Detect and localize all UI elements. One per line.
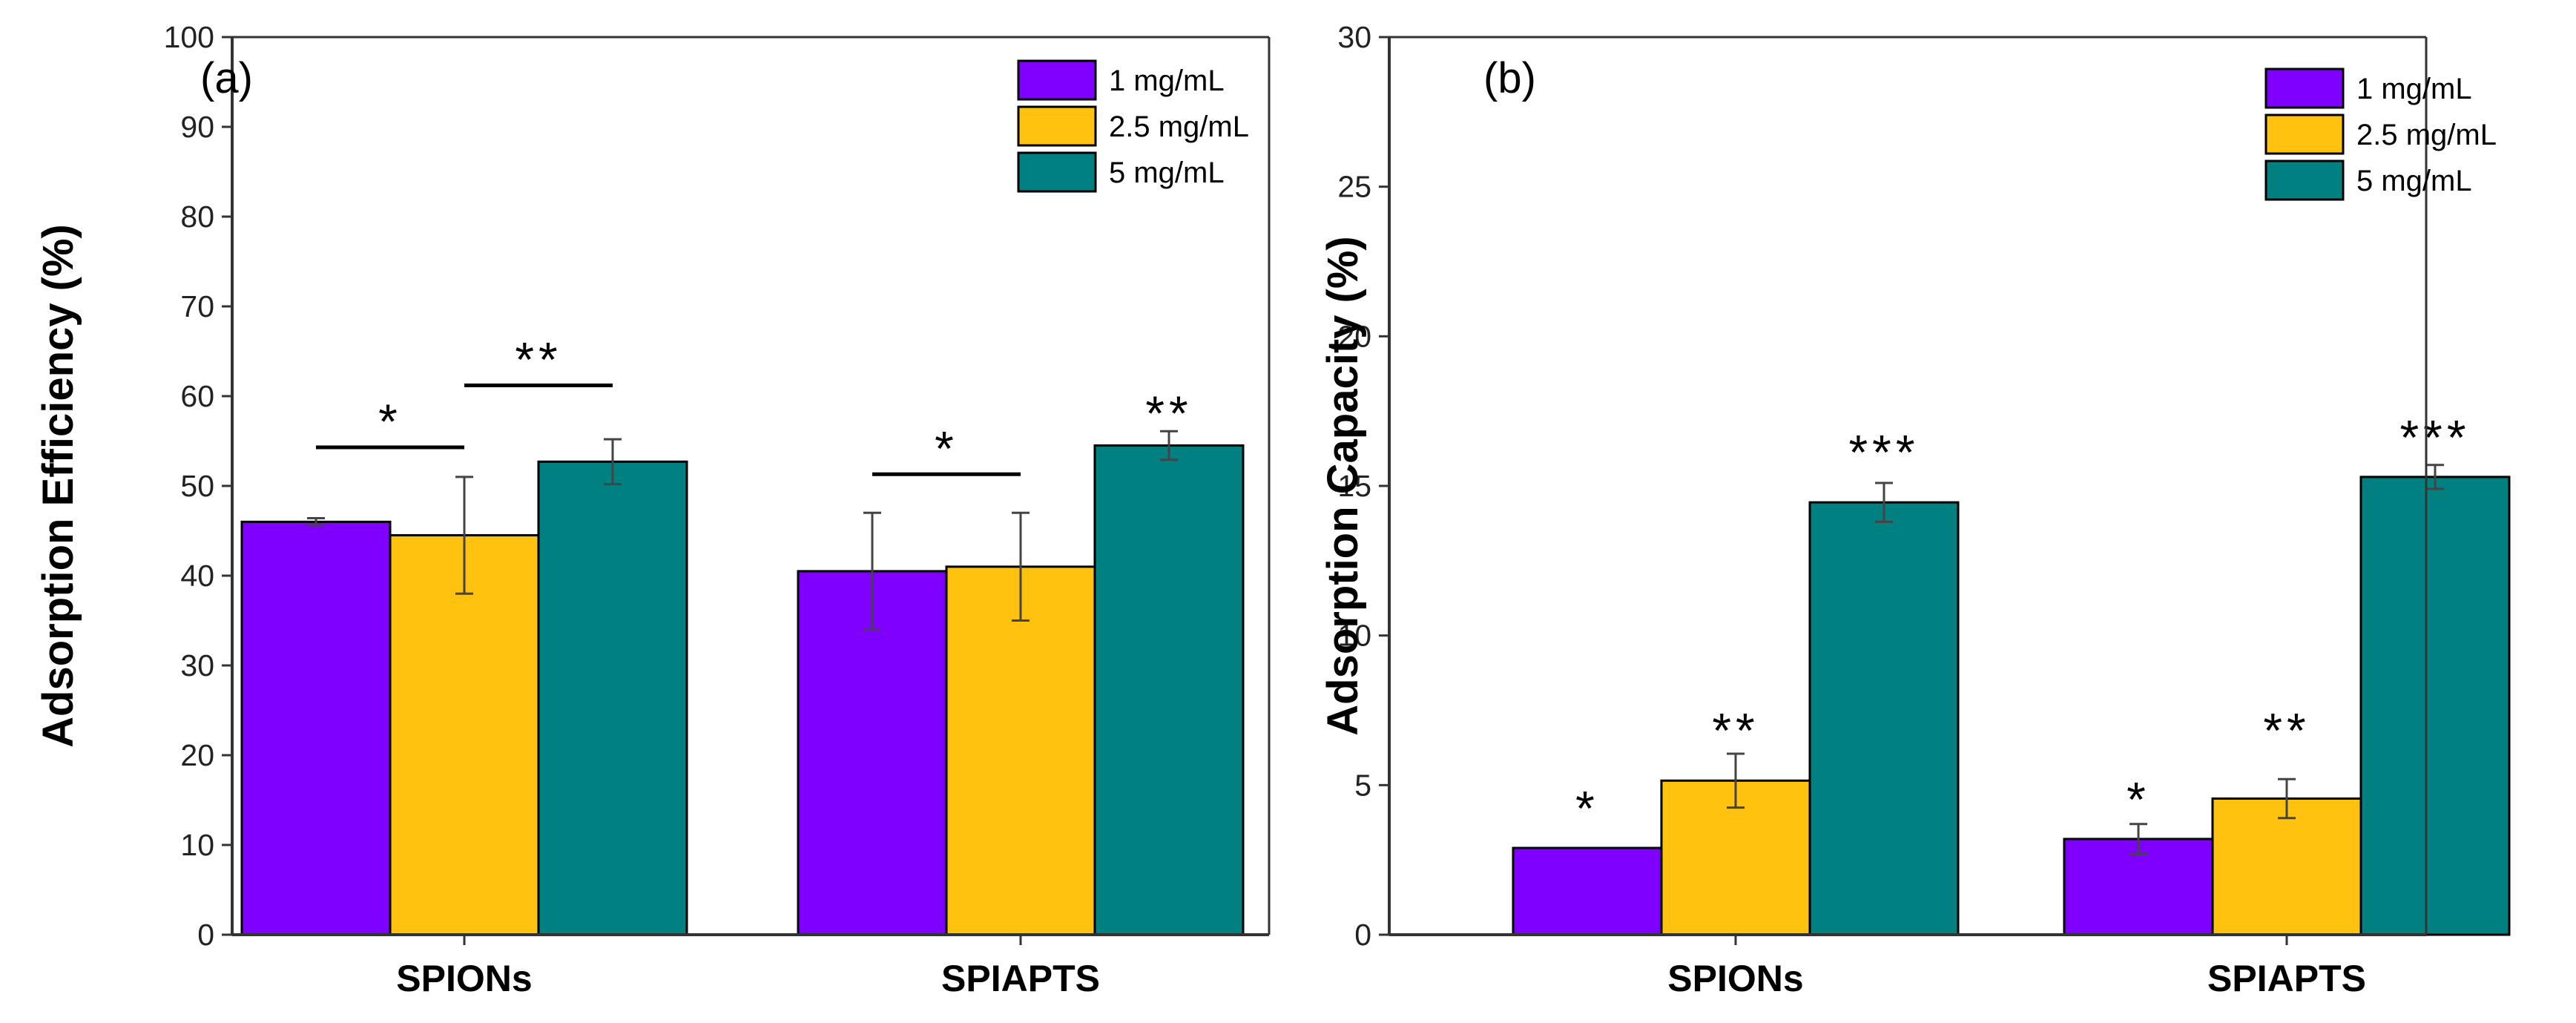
y-tick-label: 10	[180, 828, 214, 862]
y-tick-label: 0	[197, 918, 214, 952]
y-axis-title: Adsorption Efficiency (%)	[34, 224, 82, 748]
y-tick-label: 40	[180, 559, 214, 593]
bar-spions-series-1	[389, 534, 540, 936]
y-tick-label: 30	[1337, 20, 1371, 54]
bar-spiapts-series-1	[2211, 797, 2362, 936]
y-tick-label: 20	[180, 738, 214, 772]
significance-marker: *	[935, 421, 958, 476]
significance-marker: ***	[2399, 409, 2470, 464]
legend-swatch-series-0	[2264, 68, 2345, 109]
significance-marker: **	[1145, 386, 1192, 441]
bar-spiapts-series-0	[797, 570, 948, 936]
bar-spiapts-series-2	[1093, 444, 1245, 936]
category-label-spiapts: SPIAPTS	[941, 958, 1100, 999]
bar-spions-series-0	[240, 520, 392, 936]
legend-label-series-1: 2.5 mg/mL	[2356, 119, 2497, 151]
bar-spiapts-series-1	[945, 565, 1096, 936]
y-tick-label: 70	[180, 289, 214, 323]
category-label-spiapts: SPIAPTS	[2207, 958, 2366, 999]
significance-marker: ***	[1848, 425, 1919, 480]
y-tick-label: 80	[180, 200, 214, 234]
significance-marker: *	[1575, 781, 1599, 836]
bar-spions-series-2	[1808, 501, 1960, 936]
category-label-spions: SPIONs	[396, 958, 532, 999]
legend-swatch-series-1	[2264, 114, 2345, 155]
significance-marker: **	[2263, 703, 2310, 758]
y-tick-label: 25	[1337, 170, 1371, 204]
legend-label-series-2: 5 mg/mL	[1109, 157, 1225, 189]
panel-label: (a)	[200, 54, 253, 102]
y-tick-label: 20	[1337, 319, 1371, 353]
legend-label-series-2: 5 mg/mL	[2356, 165, 2472, 197]
y-tick-label: 100	[164, 20, 214, 54]
category-label-spions: SPIONs	[1667, 958, 1803, 999]
y-tick-label: 90	[180, 110, 214, 144]
legend-label-series-1: 2.5 mg/mL	[1109, 111, 1249, 143]
bar-spions-series-0	[1512, 846, 1663, 936]
significance-marker: **	[515, 332, 561, 386]
legend-label-series-0: 1 mg/mL	[2356, 73, 2472, 105]
y-axis-title: Adsorption Capacity (%)	[1319, 236, 1367, 736]
y-tick-label: 50	[180, 469, 214, 503]
y-tick-label: 0	[1354, 918, 1371, 952]
significance-marker: *	[2127, 772, 2150, 827]
legend-swatch-series-0	[1017, 59, 1097, 101]
legend-swatch-series-2	[2264, 159, 2345, 201]
y-tick-label: 60	[180, 379, 214, 413]
bar-spiapts-series-2	[2359, 476, 2511, 936]
y-tick-label: 5	[1354, 768, 1371, 802]
y-tick-label: 10	[1337, 619, 1371, 653]
y-tick-label: 15	[1337, 469, 1371, 503]
bar-spions-series-2	[537, 460, 688, 936]
legend-swatch-series-1	[1017, 105, 1097, 147]
significance-marker: **	[1712, 703, 1759, 758]
significance-marker: *	[378, 394, 402, 449]
legend-swatch-series-2	[1017, 151, 1097, 193]
legend-label-series-0: 1 mg/mL	[1109, 65, 1225, 97]
y-tick-label: 30	[180, 648, 214, 682]
panel-label: (b)	[1483, 54, 1536, 102]
